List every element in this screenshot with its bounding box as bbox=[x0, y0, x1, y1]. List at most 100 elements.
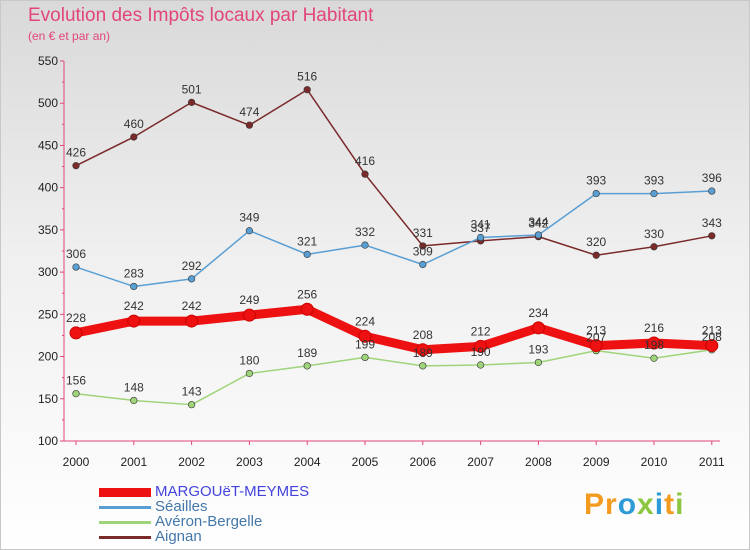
x-tick-label: 2008 bbox=[525, 455, 552, 469]
data-point bbox=[647, 336, 661, 350]
data-point bbox=[130, 396, 138, 405]
series-line-av-ron-bergelle bbox=[75, 349, 713, 406]
series-line-margou-t-meymes bbox=[71, 304, 717, 355]
data-label: 474 bbox=[239, 105, 259, 119]
series-layer bbox=[69, 86, 719, 409]
data-label: 331 bbox=[413, 226, 433, 240]
data-point bbox=[245, 369, 253, 378]
data-point bbox=[419, 362, 427, 370]
y-tick-label: 400 bbox=[38, 181, 58, 195]
data-label: 193 bbox=[528, 342, 548, 356]
data-point bbox=[303, 362, 311, 370]
data-point bbox=[477, 361, 485, 369]
data-point bbox=[69, 326, 83, 340]
data-point bbox=[188, 98, 196, 106]
data-label: 156 bbox=[66, 374, 86, 388]
data-point bbox=[592, 251, 600, 259]
x-tick-label: 2009 bbox=[583, 455, 610, 469]
data-label: 341 bbox=[471, 217, 491, 231]
y-tick-label: 300 bbox=[38, 265, 58, 279]
chart-title: Evolution des Impôts locaux par Habitant bbox=[28, 5, 374, 26]
x-tick-label: 2002 bbox=[178, 455, 205, 469]
legend-label: Aignan bbox=[155, 528, 202, 545]
data-label: 256 bbox=[297, 287, 317, 301]
data-point bbox=[130, 133, 138, 141]
data-label: 228 bbox=[66, 311, 86, 325]
data-label: 344 bbox=[528, 215, 548, 229]
legend-swatch bbox=[99, 488, 151, 497]
data-label: 242 bbox=[124, 299, 144, 313]
data-label: 212 bbox=[471, 324, 491, 338]
data-label: 342 bbox=[528, 217, 548, 231]
data-label: 213 bbox=[586, 324, 606, 338]
data-point bbox=[534, 358, 543, 367]
data-point bbox=[245, 227, 253, 235]
series-line-s-ailles bbox=[75, 190, 713, 288]
data-label: 292 bbox=[182, 259, 202, 273]
data-label: 208 bbox=[413, 328, 433, 342]
data-label: 143 bbox=[182, 385, 202, 399]
y-tick-label: 350 bbox=[38, 223, 58, 237]
data-label: 198 bbox=[644, 338, 664, 352]
x-tick-label: 2006 bbox=[409, 455, 436, 469]
data-label: 393 bbox=[586, 174, 606, 188]
data-point bbox=[127, 314, 141, 328]
proxiti-logo: Proxiti bbox=[584, 488, 685, 521]
data-label: 396 bbox=[702, 171, 722, 185]
data-label: 309 bbox=[413, 245, 433, 259]
data-point bbox=[650, 189, 658, 198]
data-label: 516 bbox=[297, 70, 317, 84]
data-point bbox=[477, 233, 485, 242]
data-label: 393 bbox=[644, 174, 664, 188]
legend-label: Avéron-Bergelle bbox=[155, 513, 263, 530]
data-label: 501 bbox=[182, 82, 202, 96]
x-tick-label: 2003 bbox=[236, 455, 263, 469]
data-point bbox=[474, 339, 488, 353]
data-point bbox=[72, 263, 80, 271]
data-point bbox=[72, 390, 80, 398]
data-label: 332 bbox=[355, 225, 375, 239]
data-label: 234 bbox=[528, 306, 548, 320]
x-tick-label: 2010 bbox=[641, 455, 668, 469]
data-label: 321 bbox=[297, 234, 317, 248]
data-point bbox=[245, 121, 253, 129]
x-tick-label: 2004 bbox=[294, 455, 321, 469]
x-tick-label: 2000 bbox=[63, 455, 90, 469]
legend-label: MARGOUëT-MEYMES bbox=[155, 483, 310, 500]
y-tick-label: 550 bbox=[38, 54, 58, 68]
data-label: 416 bbox=[355, 154, 375, 168]
data-point bbox=[419, 242, 427, 250]
data-label: 343 bbox=[702, 216, 722, 230]
data-point bbox=[531, 321, 545, 335]
data-label: 242 bbox=[182, 299, 202, 313]
y-tick-label: 450 bbox=[38, 138, 58, 152]
data-point bbox=[361, 170, 369, 178]
data-point bbox=[650, 354, 658, 362]
series-line-aignan bbox=[75, 88, 713, 256]
data-label: 426 bbox=[66, 146, 86, 160]
data-point bbox=[534, 231, 543, 239]
chart-subtitle: (en € et par an) bbox=[28, 29, 111, 43]
data-label: 337 bbox=[471, 221, 491, 235]
data-point bbox=[589, 339, 603, 353]
data-label: 349 bbox=[239, 211, 259, 225]
x-tick-label: 2001 bbox=[120, 455, 147, 469]
data-point bbox=[419, 260, 427, 269]
data-label: 283 bbox=[124, 266, 144, 280]
data-label: 207 bbox=[586, 331, 606, 345]
data-point bbox=[72, 162, 80, 170]
data-label: 189 bbox=[297, 346, 317, 360]
data-label: 199 bbox=[355, 337, 375, 351]
x-tick-label: 2011 bbox=[699, 455, 725, 469]
y-tick-label: 250 bbox=[38, 307, 58, 321]
data-point bbox=[650, 243, 658, 251]
data-label: 213 bbox=[702, 324, 722, 338]
data-label: 330 bbox=[644, 227, 664, 241]
chart-axes: 100 150 200 250 300 350 400 450 500 550 2000 2001 20… bbox=[38, 54, 725, 469]
data-labels-layer: 426 460 501 474 516 416 331 337 342 320 330 343 306 2… bbox=[66, 70, 722, 399]
data-point bbox=[708, 232, 716, 240]
legend-swatch bbox=[99, 506, 151, 509]
data-point bbox=[705, 339, 719, 353]
